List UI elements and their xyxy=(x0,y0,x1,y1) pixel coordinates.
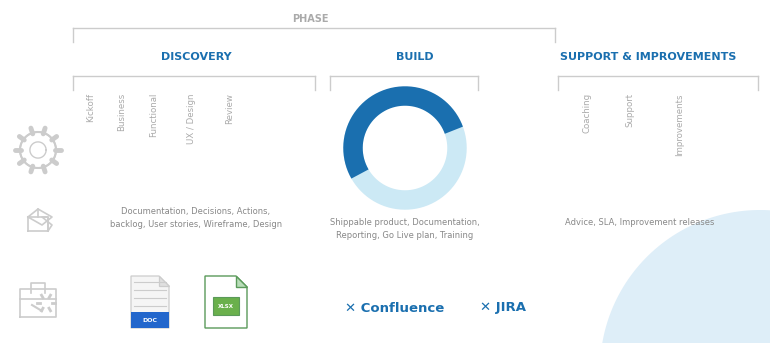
Text: Kickoff: Kickoff xyxy=(86,93,95,122)
Text: DISCOVERY: DISCOVERY xyxy=(161,52,231,62)
Polygon shape xyxy=(600,210,770,343)
Text: BUILD: BUILD xyxy=(397,52,434,62)
Polygon shape xyxy=(205,276,247,328)
Text: ✕ JIRA: ✕ JIRA xyxy=(480,301,526,315)
Text: Improvements: Improvements xyxy=(675,93,685,155)
Text: backlog, User stories, Wireframe, Design: backlog, User stories, Wireframe, Design xyxy=(110,220,282,229)
Text: Support: Support xyxy=(625,93,634,127)
Text: Coaching: Coaching xyxy=(582,93,591,133)
Text: DOC: DOC xyxy=(142,318,158,322)
Text: Reporting, Go Live plan, Training: Reporting, Go Live plan, Training xyxy=(336,231,474,240)
Text: Advice, SLA, Improvement releases: Advice, SLA, Improvement releases xyxy=(565,218,715,227)
Text: ✕ Confluence: ✕ Confluence xyxy=(345,301,444,315)
Text: Shippable product, Documentation,: Shippable product, Documentation, xyxy=(330,218,480,227)
Text: SUPPORT & IMPROVEMENTS: SUPPORT & IMPROVEMENTS xyxy=(560,52,736,62)
Text: Functional: Functional xyxy=(149,93,159,138)
Bar xyxy=(213,297,239,315)
Text: UX / Design: UX / Design xyxy=(186,93,196,143)
Text: Documentation, Decisions, Actions,: Documentation, Decisions, Actions, xyxy=(122,207,270,216)
Text: Review: Review xyxy=(226,93,235,124)
Bar xyxy=(131,312,169,328)
Text: Business: Business xyxy=(118,93,126,131)
Polygon shape xyxy=(159,276,169,286)
Text: XLSX: XLSX xyxy=(218,304,234,308)
Polygon shape xyxy=(131,276,169,328)
Text: PHASE: PHASE xyxy=(292,14,328,24)
Polygon shape xyxy=(236,276,247,287)
